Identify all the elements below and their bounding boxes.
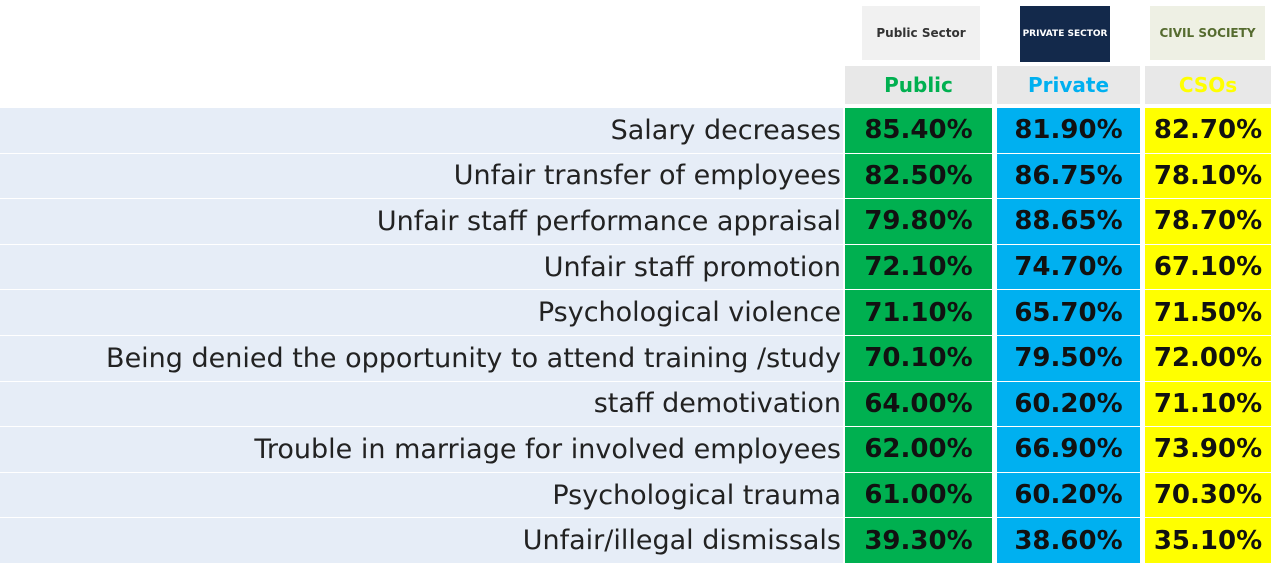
- value-cell: 70.30%: [1145, 472, 1271, 519]
- value-cell: 85.40%: [845, 108, 992, 154]
- value-cell: 72.10%: [845, 244, 992, 291]
- value-cell: 86.75%: [997, 153, 1140, 200]
- value-cell: 60.20%: [997, 472, 1140, 519]
- value-cell: 88.65%: [997, 199, 1140, 245]
- column-header: Private: [997, 66, 1140, 104]
- public-logo: Public Sector: [862, 6, 980, 60]
- civil-logo: CIVIL SOCIETY: [1150, 6, 1265, 60]
- value-cell: 71.10%: [845, 290, 992, 336]
- row-label: Psychological violence: [0, 290, 843, 336]
- value-cell: 71.10%: [1145, 381, 1271, 428]
- value-cell: 82.50%: [845, 153, 992, 200]
- private-logo: PRIVATE SECTOR: [1020, 6, 1110, 62]
- value-cell: 35.10%: [1145, 518, 1271, 564]
- row-label: staff demotivation: [0, 381, 843, 428]
- value-cell: 64.00%: [845, 381, 992, 428]
- value-cell: 67.10%: [1145, 244, 1271, 291]
- value-cell: 78.10%: [1145, 153, 1271, 200]
- value-cell: 82.70%: [1145, 108, 1271, 154]
- value-cell: 70.10%: [845, 336, 992, 382]
- value-cell: 79.80%: [845, 199, 992, 245]
- value-cell: 81.90%: [997, 108, 1140, 154]
- value-cell: 74.70%: [997, 244, 1140, 291]
- row-label: Salary decreases: [0, 108, 843, 154]
- row-label: Unfair/illegal dismissals: [0, 518, 843, 564]
- row-label: Trouble in marriage for involved employe…: [0, 427, 843, 473]
- row-label: Being denied the opportunity to attend t…: [0, 336, 843, 382]
- value-cell: 60.20%: [997, 381, 1140, 428]
- value-cell: 39.30%: [845, 518, 992, 564]
- value-cell: 71.50%: [1145, 290, 1271, 336]
- value-cell: 79.50%: [997, 336, 1140, 382]
- row-label: Unfair staff promotion: [0, 244, 843, 291]
- value-cell: 66.90%: [997, 427, 1140, 473]
- row-label: Psychological trauma: [0, 472, 843, 519]
- column-header: CSOs: [1145, 66, 1271, 104]
- value-cell: 65.70%: [997, 290, 1140, 336]
- value-cell: 72.00%: [1145, 336, 1271, 382]
- row-label: Unfair staff performance appraisal: [0, 199, 843, 245]
- value-cell: 73.90%: [1145, 427, 1271, 473]
- row-label: Unfair transfer of employees: [0, 153, 843, 200]
- value-cell: 61.00%: [845, 472, 992, 519]
- value-cell: 78.70%: [1145, 199, 1271, 245]
- column-header: Public: [845, 66, 992, 104]
- value-cell: 38.60%: [997, 518, 1140, 564]
- value-cell: 62.00%: [845, 427, 992, 473]
